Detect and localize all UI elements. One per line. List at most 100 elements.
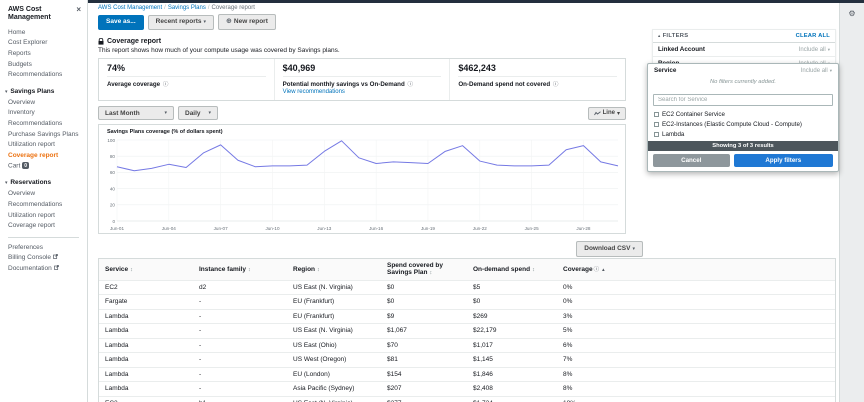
cell-spend-covered-by-savings-plan: $0 xyxy=(387,298,395,306)
sidebar-nav: Home Cost Explorer Reports Budgets Recommend… xyxy=(0,28,87,275)
cell-coverage: 7% xyxy=(563,356,573,364)
sidebar-item-documentation[interactable]: Documentation xyxy=(0,264,87,275)
column-header-service[interactable]: Service ↕ xyxy=(99,263,193,276)
stat-value: $40,969 xyxy=(282,63,442,77)
column-header-on-demand-spend[interactable]: On-demand spend ↕ xyxy=(467,263,557,276)
table-row: Lambda - Asia Pacific (Sydney) $207 $2,408 8% xyxy=(99,381,835,395)
sidebar-item-overview[interactable]: Overview xyxy=(0,189,87,200)
column-label: Instance family xyxy=(199,265,246,273)
column-label: Spend covered by Savings Plan xyxy=(387,262,443,277)
sidebar-item-utilization-report[interactable]: Utilization report xyxy=(0,211,87,222)
chart-type-select[interactable]: Line ▾ xyxy=(587,106,626,120)
close-icon[interactable]: × xyxy=(76,5,81,14)
include-all-select[interactable]: Include all▾ xyxy=(799,47,830,53)
report-title-row: Coverage report xyxy=(98,38,839,45)
cell-region: Asia Pacific (Sydney) xyxy=(293,385,355,393)
column-label: Service xyxy=(105,265,129,273)
service-option-ec2-container-service[interactable]: EC2 Container Service xyxy=(648,109,838,119)
cancel-button[interactable]: Cancel xyxy=(653,154,730,167)
line-chart-icon xyxy=(593,110,601,115)
checkbox-unchecked[interactable] xyxy=(654,111,659,117)
sidebar-item-label: Budgets xyxy=(8,60,32,68)
sidebar-item-cost-explorer[interactable]: Cost Explorer xyxy=(0,38,87,49)
breadcrumb-savings-plans[interactable]: Savings Plans xyxy=(167,5,206,11)
sidebar-item-utilization-report[interactable]: Utilization report xyxy=(0,140,87,151)
sidebar-item-overview[interactable]: Overview xyxy=(0,98,87,109)
granularity-select[interactable]: Daily ▾ xyxy=(178,106,219,120)
sidebar-item-billing-console[interactable]: Billing Console xyxy=(0,253,87,264)
filter-row-linked-account: Linked Account Include all ▾ xyxy=(653,43,835,57)
sidebar-section-reservations[interactable]: ▾ Reservations xyxy=(0,177,87,189)
column-header-instance-family[interactable]: Instance family ↕ xyxy=(193,263,287,276)
cell-spend-covered-by-savings-plan: $1,067 xyxy=(387,327,407,335)
table-row: EC2h1US East (N. Virginia)$377$1,72418% xyxy=(99,395,835,402)
sort-icon: ↕ xyxy=(317,266,320,273)
checkbox-unchecked[interactable] xyxy=(654,131,659,137)
service-filter-row: Service Include all ▾ xyxy=(648,64,838,77)
sidebar-item-label: Purchase Savings Plans xyxy=(8,130,79,138)
sidebar-item-budgets[interactable]: Budgets xyxy=(0,60,87,71)
sidebar-item-purchase-savings-plans[interactable]: Purchase Savings Plans xyxy=(0,130,87,141)
chevron-down-icon: ▾ xyxy=(827,46,830,52)
column-header-spend-covered-by-savings-plan[interactable]: Spend covered by Savings Plan ↕ xyxy=(381,259,467,280)
chevron-down-icon: ▾ xyxy=(203,18,207,25)
apply-filters-button[interactable]: Apply filters xyxy=(733,154,833,167)
service-search-input[interactable] xyxy=(653,94,833,106)
sidebar-item-reports[interactable]: Reports xyxy=(0,49,87,60)
sidebar-item-recommendations[interactable]: Recommendations xyxy=(0,119,87,130)
save-as-button[interactable]: Save as... xyxy=(98,14,144,30)
chart-controls-row: Last Month ▾ Daily ▾ Line ▾ xyxy=(98,106,626,120)
checkbox-unchecked[interactable] xyxy=(654,121,659,127)
service-include-all-select[interactable]: Include all ▾ xyxy=(800,67,832,74)
cell-spend-covered-by-savings-plan: $154 xyxy=(387,370,402,378)
x-tick-label: Jun-07 xyxy=(214,226,228,231)
coverage-line-series xyxy=(116,140,619,172)
filters-title[interactable]: ▴ FILTERS xyxy=(658,33,689,39)
cell-spend-covered-by-savings-plan: $0 xyxy=(387,283,395,291)
sidebar-item-label: Coverage report xyxy=(8,222,55,230)
y-tick-label: 80 xyxy=(110,154,116,159)
cell-coverage: 18% xyxy=(557,397,835,402)
chevron-up-icon: ▴ xyxy=(658,33,661,38)
view-recommendations-link[interactable]: View recommendations xyxy=(282,89,345,95)
sidebar-section-savings-plans[interactable]: ▾ Savings Plans xyxy=(0,86,87,98)
sidebar-item-preferences[interactable]: Preferences xyxy=(0,243,87,254)
date-range-select[interactable]: Last Month ▾ xyxy=(98,106,174,120)
sidebar-item-label: Recommendations xyxy=(8,201,63,208)
gear-icon[interactable]: ⚙ xyxy=(848,9,856,18)
coverage-stats-card: 74% Average coverage ⓘ $40,969 Potential mo… xyxy=(98,58,626,101)
sidebar-item-recommendations[interactable]: Recommendations xyxy=(0,200,87,211)
service-option-ec2-instances-elastic-compute-cloud-compute[interactable]: EC2-Instances (Elastic Compute Cloud - C… xyxy=(648,119,838,129)
filters-panel: ▴ FILTERS CLEAR ALL Linked Account Include… xyxy=(647,29,839,172)
cell-spend-covered-by-savings-plan: $377 xyxy=(381,397,467,402)
breadcrumb-aws-cost-management[interactable]: AWS Cost Management xyxy=(98,5,163,11)
sidebar-item-coverage-report[interactable]: Coverage report xyxy=(0,151,87,162)
coverage-line-chart: 0 20 40 60 80 100 Jun-01 Jun-04 Jun-07 Jun-10 Jun-… xyxy=(107,138,619,231)
download-csv-button[interactable]: Download CSV ▾ xyxy=(576,241,643,257)
sidebar-item-home[interactable]: Home xyxy=(0,28,87,39)
sidebar-item-inventory[interactable]: Inventory xyxy=(0,108,87,119)
sidebar-item-label: Documentation xyxy=(8,264,52,272)
console-right-rail: ⚙ xyxy=(839,3,864,402)
cell-instance-family: - xyxy=(199,370,202,378)
cell-instance-family: h1 xyxy=(193,397,287,402)
sidebar-item-recommendations[interactable]: Recommendations xyxy=(0,70,87,81)
stat-on-demand-spend-not-covered: $462,243 On-Demand spend not covered ⓘ xyxy=(450,59,625,100)
service-option-lambda[interactable]: Lambda xyxy=(648,129,838,139)
sidebar-divider xyxy=(8,236,79,238)
sidebar-item-label: Overview xyxy=(8,98,36,106)
chevron-down-icon: ▾ xyxy=(5,88,8,95)
column-header-region[interactable]: Region ↕ xyxy=(287,263,381,276)
cell-service: Lambda xyxy=(105,370,129,378)
sidebar-item-coverage-report[interactable]: Coverage report xyxy=(0,221,87,232)
new-report-button[interactable]: ⊕ New report xyxy=(218,14,276,30)
stat-label: Average coverage ⓘ xyxy=(107,81,169,88)
cell-region: US East (N. Virginia) xyxy=(293,327,353,335)
sidebar-item-cart[interactable]: Cart 0 xyxy=(0,161,87,172)
recent-reports-button[interactable]: Recent reports ▾ xyxy=(147,14,215,30)
sidebar-item-label: Cart xyxy=(8,162,21,170)
column-header-coverage[interactable]: Coverageⓘ ▲ xyxy=(557,263,835,276)
clear-all-button[interactable]: CLEAR ALL xyxy=(795,33,830,39)
report-header: Coverage report This report shows how mu… xyxy=(89,30,839,54)
sidebar-item-label: Home xyxy=(8,28,26,36)
